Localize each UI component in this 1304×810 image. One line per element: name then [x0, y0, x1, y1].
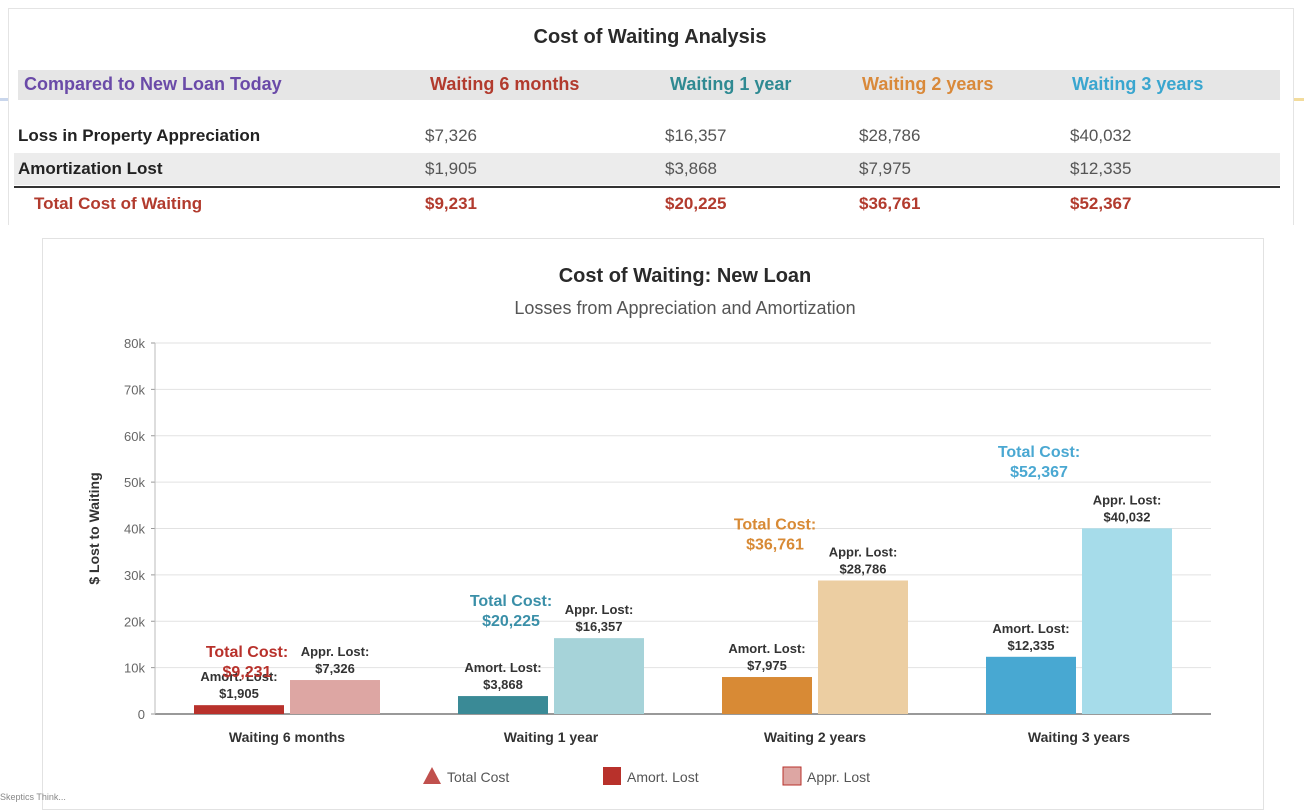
bar-appr-lost [818, 580, 908, 714]
table-header-band [18, 70, 1280, 100]
chart-subtitle: Losses from Appreciation and Amortizatio… [514, 298, 855, 318]
legend-appr-lost-label: Appr. Lost [807, 769, 870, 785]
appr-label-prefix: Appr. Lost: [1093, 492, 1162, 507]
bar-amort-lost [986, 656, 1076, 714]
y-axis-label: $ Lost to Waiting [86, 472, 102, 584]
analysis-table-panel [8, 8, 1294, 225]
appr-label-prefix: Appr. Lost: [565, 602, 634, 617]
chart-panel: Cost of Waiting: New Loan Losses from App… [42, 238, 1264, 810]
table-cell: $16,357 [665, 126, 727, 145]
amort-label-value: $3,868 [483, 677, 523, 692]
total-label-prefix: Total Cost: [734, 517, 816, 534]
y-tick-label: 50k [124, 475, 145, 490]
amort-label-value: $1,905 [219, 686, 259, 701]
appr-label-value: $28,786 [840, 562, 887, 577]
table-cell: $1,905 [425, 159, 477, 178]
row-label-amortization: Amortization Lost [18, 159, 163, 178]
y-tick-label: 70k [124, 382, 145, 397]
total-cell: $36,761 [859, 194, 921, 213]
amort-label-prefix: Amort. Lost: [200, 669, 277, 684]
x-tick-label: Waiting 3 years [1028, 729, 1130, 745]
amort-label-prefix: Amort. Lost: [992, 621, 1069, 636]
total-label-value: $36,761 [746, 537, 804, 554]
table-cell: $7,326 [425, 126, 477, 145]
total-label-value: $20,225 [482, 613, 540, 630]
legend-appr-lost-swatch [782, 766, 802, 786]
appr-label-value: $16,357 [576, 619, 623, 634]
y-tick-label: 30k [124, 568, 145, 583]
appr-label-prefix: Appr. Lost: [301, 644, 370, 659]
total-label-value: $52,367 [1010, 464, 1068, 481]
total-label-prefix: Total Cost: [998, 444, 1080, 461]
total-rule [14, 186, 1280, 188]
y-tick-label: 40k [124, 522, 145, 537]
bar-appr-lost [290, 680, 380, 714]
appr-label-prefix: Appr. Lost: [829, 545, 898, 560]
amort-label-prefix: Amort. Lost: [464, 660, 541, 675]
table-title: Cost of Waiting Analysis [533, 26, 767, 48]
y-tick-label: 60k [124, 429, 145, 444]
total-label-prefix: Total Cost: [206, 644, 288, 661]
legend-total-cost-icon [423, 767, 441, 784]
amort-label-value: $12,335 [1008, 638, 1055, 653]
table-cell: $3,868 [665, 159, 717, 178]
amort-label-value: $7,975 [747, 658, 787, 673]
x-tick-label: Waiting 2 years [764, 729, 866, 745]
header-3-years: Waiting 3 years [1072, 74, 1204, 94]
appr-label-value: $40,032 [1104, 509, 1151, 524]
header-compared: Compared to New Loan Today [24, 74, 282, 94]
table-cell: $28,786 [859, 126, 921, 145]
cost-of-waiting-chart: Cost of Waiting: New Loan Losses from App… [86, 265, 1211, 786]
total-label-prefix: Total Cost: [470, 593, 552, 610]
y-tick-label: 80k [124, 336, 145, 351]
x-tick-label: Waiting 6 months [229, 729, 345, 745]
total-cell: $20,225 [665, 194, 727, 213]
bar-appr-lost [554, 638, 644, 714]
appr-label-value: $7,326 [315, 661, 355, 676]
table-cell: $7,975 [859, 159, 911, 178]
header-6-months: Waiting 6 months [430, 74, 580, 94]
y-tick-label: 0 [138, 707, 145, 722]
total-cell: $9,231 [425, 194, 477, 213]
table-cell: $12,335 [1070, 159, 1132, 178]
row-label-appreciation: Loss in Property Appreciation [18, 126, 261, 145]
header-2-years: Waiting 2 years [862, 74, 994, 94]
bar-amort-lost [722, 677, 812, 714]
y-tick-label: 20k [124, 614, 145, 629]
total-cell: $52,367 [1070, 194, 1132, 213]
row-band-amortization [14, 153, 1280, 185]
header-1-year: Waiting 1 year [670, 74, 792, 94]
legend-amort-lost-label: Amort. Lost [627, 769, 699, 785]
total-label-value: $9,231 [223, 664, 272, 681]
amort-label-prefix: Amort. Lost: [728, 641, 805, 656]
legend-total-cost-label: Total Cost [447, 769, 509, 785]
bar-amort-lost [194, 705, 284, 714]
x-tick-label: Waiting 1 year [504, 729, 599, 745]
bar-appr-lost [1082, 528, 1172, 714]
legend-amort-lost-swatch [603, 767, 621, 785]
row-label-total: Total Cost of Waiting [34, 194, 203, 213]
table-cell: $40,032 [1070, 126, 1132, 145]
footer-caption: Skeptics Think... [0, 792, 66, 802]
bar-amort-lost [458, 696, 548, 714]
y-tick-label: 10k [124, 661, 145, 676]
chart-title: Cost of Waiting: New Loan [559, 265, 812, 287]
